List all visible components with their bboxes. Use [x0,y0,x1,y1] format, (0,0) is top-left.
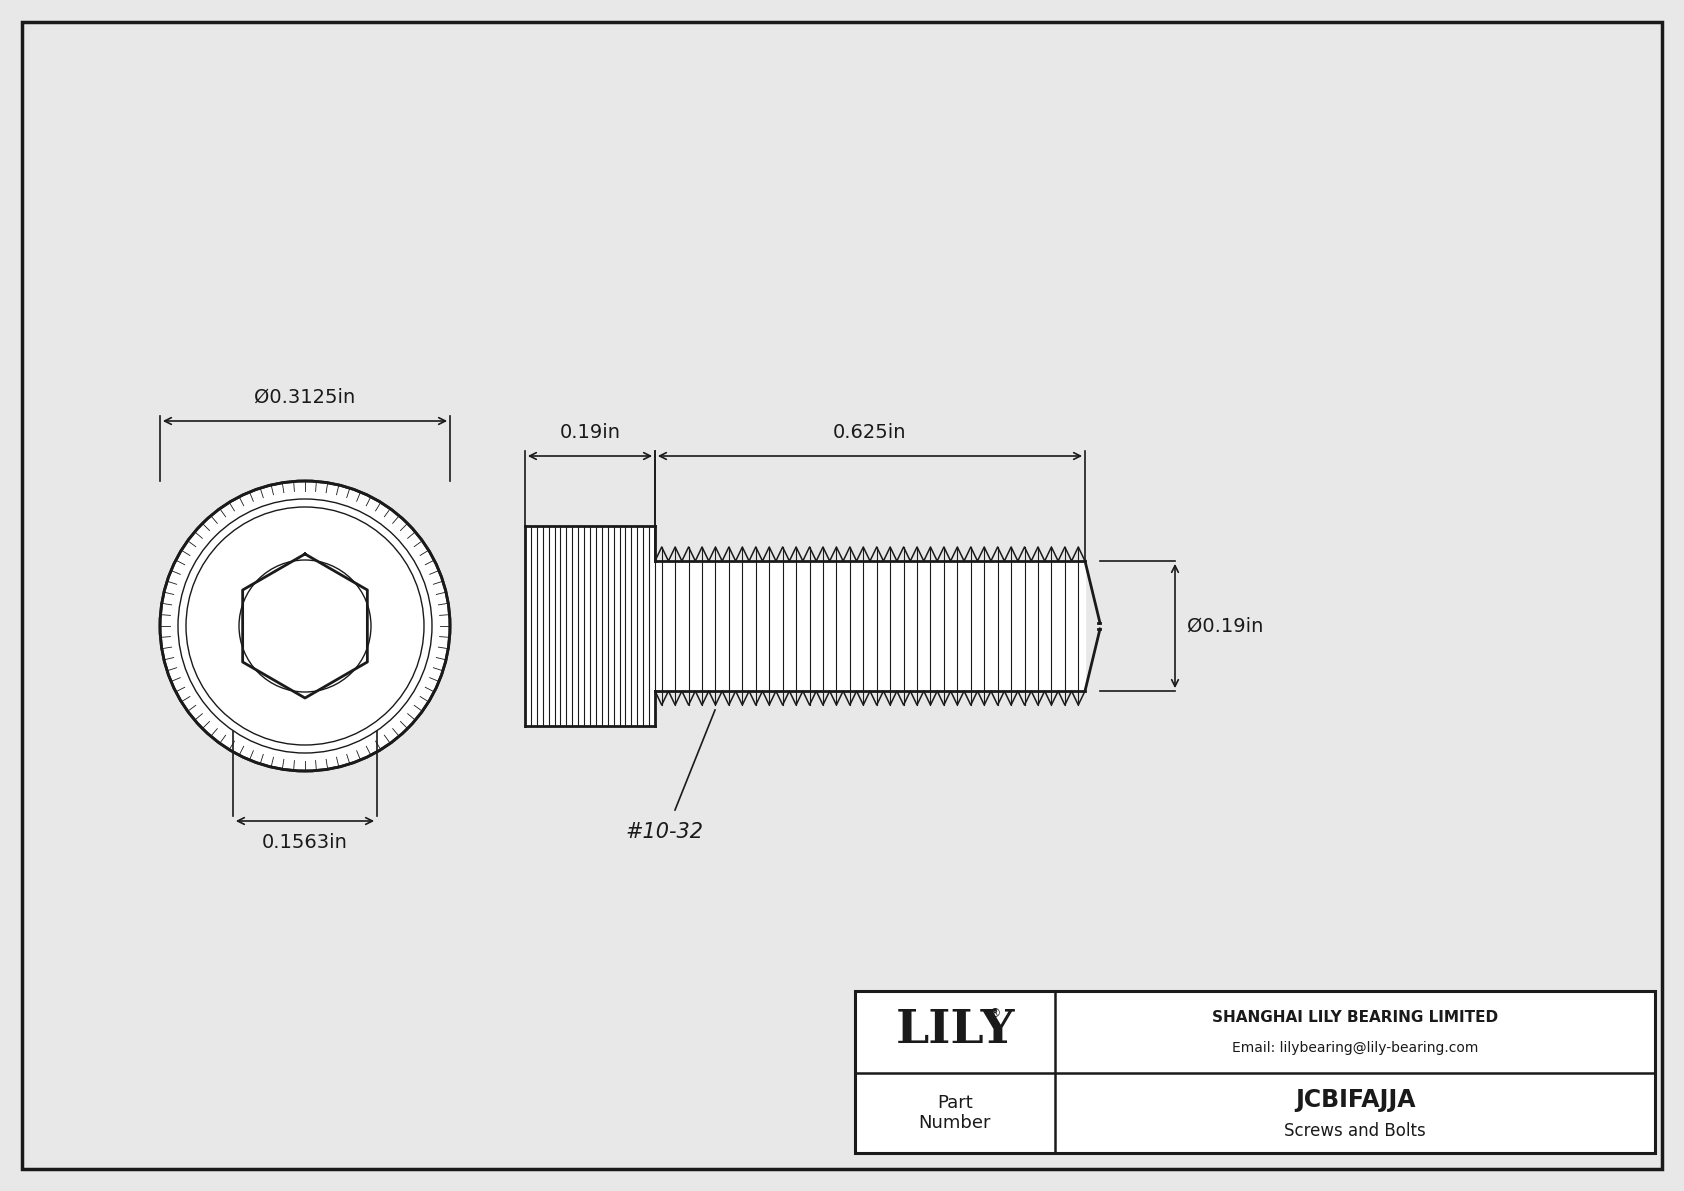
Text: JCBIFAJJA: JCBIFAJJA [1295,1089,1415,1112]
Text: Screws and Bolts: Screws and Bolts [1285,1122,1426,1140]
Circle shape [185,507,424,746]
Text: Ø0.19in: Ø0.19in [1187,617,1263,636]
Polygon shape [242,554,367,698]
Bar [525,526,655,727]
Text: Ø0.3125in: Ø0.3125in [254,388,355,407]
Text: SHANGHAI LILY BEARING LIMITED: SHANGHAI LILY BEARING LIMITED [1212,1010,1499,1024]
Circle shape [179,499,433,753]
Text: 0.625in: 0.625in [834,423,906,442]
Text: Part
Number: Part Number [919,1093,992,1133]
Ellipse shape [1298,999,1322,1053]
Text: 0.19in: 0.19in [559,423,620,442]
Text: #10-32: #10-32 [626,822,704,842]
Polygon shape [1302,999,1376,1071]
Text: ®: ® [989,1008,1002,1021]
Polygon shape [1361,1028,1529,1112]
Text: Email: lilybearing@lily-bearing.com: Email: lilybearing@lily-bearing.com [1231,1041,1479,1055]
Text: LILY: LILY [896,1008,1015,1053]
Text: 0.1563in: 0.1563in [263,833,349,852]
Bar [855,991,1655,1153]
Circle shape [160,481,450,771]
Bar [655,561,1084,691]
Ellipse shape [1517,1078,1531,1112]
